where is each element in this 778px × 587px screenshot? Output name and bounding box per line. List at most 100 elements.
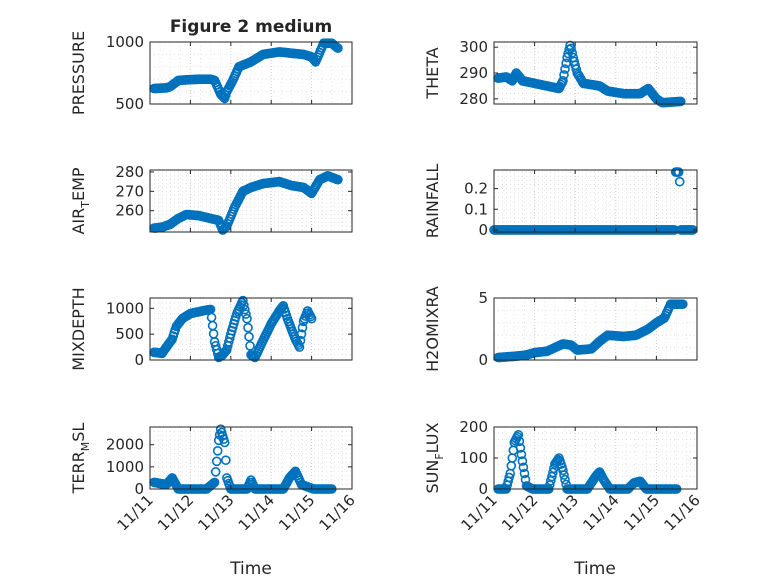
- data-point: [296, 329, 307, 340]
- data-point: [333, 43, 343, 54]
- y-axis-label-rest: SL: [69, 423, 88, 442]
- data-point: [677, 299, 688, 310]
- y-tick-label: 1000: [106, 458, 144, 476]
- axes-box: [149, 297, 353, 361]
- data-point: [518, 462, 529, 473]
- data-point: [294, 342, 305, 352]
- x-tick-label: 11/16: [661, 491, 704, 534]
- data-point: [245, 340, 255, 351]
- x-tick-label: 11/13: [539, 491, 582, 534]
- y-tick-label: 270: [115, 182, 144, 200]
- y-axis-label: PRESSURE: [69, 31, 88, 115]
- y-tick-label: 280: [459, 90, 488, 108]
- data-point: [240, 304, 250, 315]
- data-point: [675, 96, 686, 107]
- axes-box: [493, 297, 698, 361]
- y-axis-label-subscript: F: [433, 453, 446, 459]
- data-point: [567, 48, 578, 58]
- y-tick-label: 290: [459, 64, 488, 82]
- y-tick-label: 0: [134, 480, 144, 498]
- data-point: [238, 295, 248, 306]
- data-point: [221, 346, 231, 356]
- axes-background: [150, 42, 352, 104]
- data-point: [517, 456, 528, 466]
- y-tick-label: 0: [478, 221, 488, 239]
- x-tick-label: 11/12: [498, 491, 541, 534]
- x-tick-label: 11/12: [154, 491, 197, 534]
- panel-terr-msl: 01000200011/1111/1211/1311/1411/1511/16T…: [69, 423, 359, 535]
- data-point: [295, 335, 306, 346]
- data-point: [242, 313, 252, 324]
- y-axis-label: THETA: [423, 47, 442, 99]
- data-point: [519, 468, 530, 479]
- data-point: [514, 436, 525, 447]
- x-tick-label: 11/16: [316, 491, 359, 534]
- y-tick-label: 0.1: [464, 200, 488, 218]
- data-point: [515, 443, 526, 453]
- y-axis-label-subscript: T: [79, 201, 92, 209]
- axes-box: [149, 169, 353, 233]
- x-tick-label: 11/14: [235, 491, 278, 534]
- y-axis-label-rest: EMP: [69, 167, 88, 201]
- panel-theta: 280 290 300 THETA: [423, 38, 698, 108]
- figure-title: Figure 2 medium: [170, 17, 332, 37]
- y-tick-label: 2000: [106, 436, 144, 454]
- axes-background: [494, 170, 697, 232]
- panel-pressure: 500 1000 PRESSURE: [69, 31, 353, 115]
- y-axis-label: H2OMIXRA: [423, 286, 442, 372]
- data-point: [504, 472, 515, 483]
- data-point: [558, 76, 568, 86]
- axes-background: [494, 42, 697, 104]
- y-axis-label: SUNFLUX: [423, 422, 446, 493]
- y-axis-label: AIRTEMP: [69, 167, 92, 234]
- data-point: [558, 465, 568, 476]
- y-axis-label-main: AIR: [69, 208, 88, 235]
- y-tick-label: 200: [459, 418, 488, 436]
- y-axis-label-subscript: M: [79, 442, 92, 452]
- data-point: [513, 429, 524, 440]
- axes-box: [149, 41, 353, 105]
- panel-rainfall: 0 0.1 0.2 RAINFALL: [423, 164, 698, 239]
- data-point: [243, 322, 253, 333]
- data-point: [559, 470, 569, 480]
- x-axis-label-left: Time: [229, 559, 272, 579]
- data-point: [244, 331, 254, 342]
- y-tick-label: 260: [115, 202, 144, 220]
- y-tick-label: 300: [459, 38, 488, 56]
- y-axis-label: RAINFALL: [423, 164, 442, 239]
- data-point: [210, 466, 221, 477]
- data-point: [297, 322, 308, 333]
- data-point: [209, 477, 220, 488]
- data-point: [241, 309, 251, 319]
- y-tick-label: 0.2: [464, 180, 488, 198]
- axes-box: [493, 169, 698, 233]
- y-tick-label: 280: [115, 163, 144, 181]
- panel-mixdepth: 0 500 1000 MIXDEPTH: [69, 287, 353, 371]
- y-tick-label: 500: [115, 325, 144, 343]
- x-tick-label: 11/13: [194, 491, 237, 534]
- x-tick-label: 11/14: [579, 491, 622, 534]
- data-point: [566, 43, 576, 54]
- y-tick-label: 5: [478, 289, 488, 307]
- y-tick-label: 1000: [106, 33, 144, 51]
- y-tick-label: 500: [115, 95, 144, 113]
- data-point: [333, 174, 343, 185]
- y-axis-label-main: TERR: [69, 451, 88, 494]
- data-point: [559, 70, 569, 80]
- x-tick-label: 11/15: [275, 491, 318, 534]
- data-point: [219, 437, 230, 448]
- data-point: [674, 176, 685, 187]
- data-point: [560, 474, 570, 485]
- x-tick-label: 11/15: [620, 491, 663, 534]
- y-axis-label-rest: LUX: [423, 422, 442, 453]
- data-point: [306, 313, 317, 324]
- data-point: [560, 64, 570, 74]
- y-axis-label-main: SUN: [423, 460, 442, 494]
- y-tick-label: 0: [134, 351, 144, 369]
- data-point: [212, 445, 223, 456]
- y-tick-label: 1000: [106, 299, 144, 317]
- panel-sun-flux: 010020011/1111/1211/1311/1411/1511/16SUN…: [423, 418, 704, 534]
